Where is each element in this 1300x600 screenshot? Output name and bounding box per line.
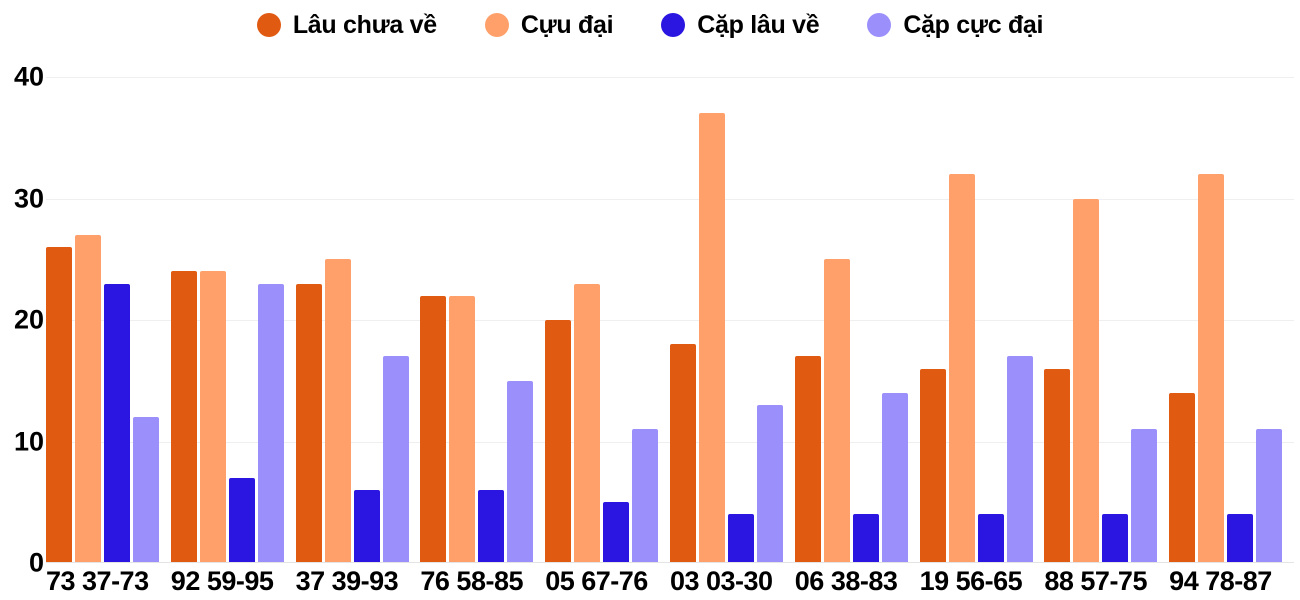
bar[interactable] [977, 514, 1004, 563]
bar[interactable] [698, 113, 725, 563]
x-axis-tick-label-text: 73 37-73 [46, 566, 149, 596]
x-axis-tick-label: 05 67-76 [545, 566, 670, 600]
legend-item-2[interactable]: Cặp lâu về [661, 10, 820, 40]
legend-swatch-icon [256, 13, 281, 37]
x-axis-tick-label: 94 78-87 [1169, 566, 1294, 600]
x-axis-tick-label: 73 37-73 [46, 566, 171, 600]
legend-item-label: Cựu đại [520, 10, 614, 39]
x-axis-tick-label-text: 94 78-87 [1169, 566, 1272, 596]
bar[interactable] [104, 283, 130, 563]
bar[interactable] [382, 356, 409, 563]
bar-group [170, 77, 296, 563]
legend-item-3[interactable]: Cặp cực đại [867, 11, 1043, 40]
x-axis-tick-label: 06 38-83 [795, 566, 920, 600]
bar[interactable] [574, 283, 601, 563]
plot-area [46, 77, 1294, 563]
x-axis-tick-label: 37 39-93 [296, 566, 421, 600]
gridline [46, 198, 1294, 200]
bar[interactable] [948, 174, 975, 563]
x-axis-tick-label-text: 03 03-30 [669, 566, 773, 596]
x-axis-tick-label: 92 59-95 [171, 566, 296, 600]
y-axis-tick-label: 10 [13, 426, 44, 456]
y-axis-tick-label: 40 [13, 61, 44, 92]
x-axis-tick-label: 88 57-75 [1044, 566, 1169, 600]
x-axis-tick-label: 03 03-30 [670, 566, 795, 600]
bar[interactable] [133, 417, 159, 563]
bar[interactable] [852, 514, 879, 563]
legend-swatch-icon [661, 13, 686, 37]
bar[interactable] [75, 234, 101, 563]
bar[interactable] [632, 429, 659, 563]
bar[interactable] [756, 405, 783, 563]
bar-groups [46, 77, 1294, 563]
bar[interactable] [257, 283, 284, 563]
bar-group [420, 77, 545, 563]
x-axis: 73 37-73 92 59-95 37 39-93 76 58-85 05 67-76… [46, 566, 1294, 600]
bar[interactable] [1102, 514, 1129, 563]
bar[interactable] [603, 502, 630, 563]
bar[interactable] [669, 344, 696, 563]
gridline [46, 320, 1294, 321]
x-axis-tick-label: 19 56-65 [920, 566, 1045, 600]
bar[interactable] [1227, 514, 1254, 563]
bar-group [295, 77, 421, 563]
y-axis-tick-label: 20 [13, 304, 44, 335]
axis-baseline [46, 562, 1294, 563]
x-axis-tick-label-text: 06 38-83 [794, 566, 898, 596]
x-axis-tick-label: 76 58-85 [420, 566, 545, 600]
bar[interactable] [1169, 392, 1196, 563]
bar-group [1169, 77, 1294, 563]
bar-group [1044, 77, 1169, 563]
legend-swatch-icon [484, 13, 509, 37]
bar[interactable] [507, 380, 534, 563]
bar[interactable] [794, 356, 821, 563]
bar[interactable] [881, 392, 908, 563]
bar[interactable] [228, 477, 255, 563]
bar-group [919, 77, 1045, 563]
x-axis-tick-label-text: 37 39-93 [295, 566, 399, 596]
bar[interactable] [170, 271, 197, 563]
legend-item-label: Cặp cực đại [903, 10, 1044, 39]
legend-item-label: Cặp lâu về [697, 10, 820, 39]
bar[interactable] [545, 320, 572, 563]
legend-item-label: Lâu chưa về [292, 10, 437, 39]
bar[interactable] [1073, 198, 1100, 563]
bar[interactable] [1131, 429, 1158, 563]
x-axis-tick-label-text: 05 67-76 [545, 566, 648, 596]
y-axis-tick-label: 30 [13, 183, 44, 213]
bar[interactable] [1044, 368, 1071, 563]
bar[interactable] [478, 490, 505, 563]
bar[interactable] [449, 295, 476, 563]
bar[interactable] [324, 259, 351, 563]
bar[interactable] [1006, 356, 1033, 563]
legend-swatch-icon [867, 13, 892, 37]
x-axis-tick-label-text: 92 59-95 [170, 566, 274, 596]
legend-item-1[interactable]: Cựu đại [484, 10, 614, 40]
bar[interactable] [1198, 174, 1225, 563]
y-axis-tick-label: 0 [28, 547, 44, 578]
legend-item-0[interactable]: Lâu chưa về [256, 10, 437, 40]
bar[interactable] [727, 514, 754, 563]
bar[interactable] [295, 283, 322, 563]
bar[interactable] [823, 259, 850, 563]
bar[interactable] [1256, 429, 1283, 563]
x-axis-tick-label-text: 19 56-65 [919, 566, 1023, 596]
bar-group [46, 77, 171, 563]
bar[interactable] [353, 490, 380, 563]
chart-legend: Lâu chưa về Cựu đại Cặp lâu về Cặp cực đại [0, 0, 1300, 50]
bar[interactable] [919, 368, 946, 563]
bar-group [669, 77, 795, 563]
bar-group [794, 77, 920, 563]
bar[interactable] [46, 247, 72, 563]
bar[interactable] [199, 271, 226, 563]
x-axis-tick-label-text: 88 57-75 [1044, 566, 1147, 596]
bar[interactable] [420, 295, 447, 563]
bar-group [545, 77, 670, 563]
x-axis-tick-label-text: 76 58-85 [420, 566, 523, 596]
gridline [46, 77, 1294, 78]
